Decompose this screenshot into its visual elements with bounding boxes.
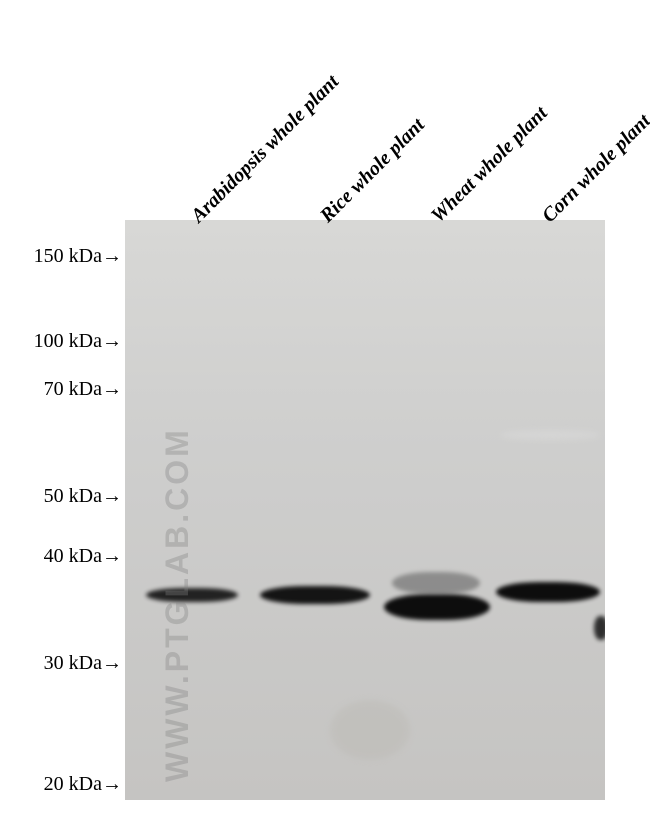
blot-membrane	[125, 220, 605, 800]
blot-noise	[330, 700, 410, 760]
lane-label: Corn whole plant	[538, 110, 650, 228]
mw-marker: 50 kDa→	[5, 485, 122, 508]
mw-marker: 70 kDa→	[5, 378, 122, 401]
mw-marker: 30 kDa→	[5, 652, 122, 675]
lane-label: Arabidopsis whole plant	[187, 71, 344, 228]
blot-band	[260, 586, 370, 604]
blot-band	[594, 616, 605, 640]
lane-label: Wheat whole plant	[427, 102, 553, 228]
blot-noise	[500, 430, 600, 440]
mw-marker: 100 kDa→	[5, 330, 122, 353]
mw-marker: 40 kDa→	[5, 545, 122, 568]
lane-label: Rice whole plant	[316, 114, 430, 228]
blot-band	[146, 588, 238, 602]
blot-band	[384, 594, 490, 620]
blot-band	[496, 582, 600, 602]
blot-band	[392, 572, 480, 594]
mw-marker: 20 kDa→	[5, 773, 122, 796]
mw-marker: 150 kDa→	[5, 245, 122, 268]
